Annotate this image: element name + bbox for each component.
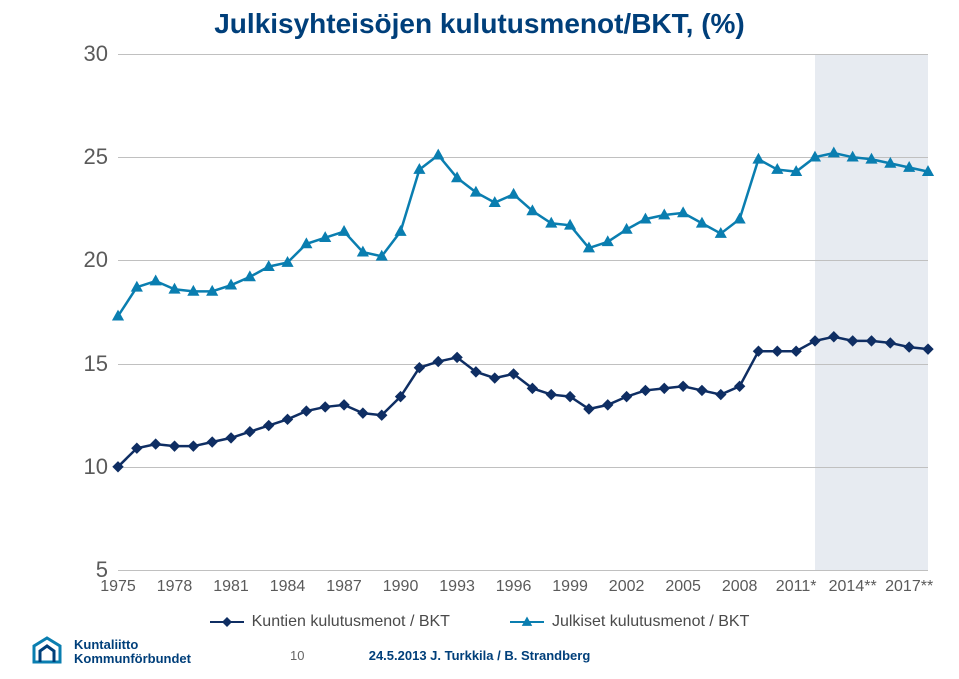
x-tick-label: 2017**: [885, 578, 933, 596]
series-marker-julkiset: [508, 189, 518, 198]
series-marker-kuntien: [226, 433, 236, 443]
footer-footnote: 24.5.2013 J. Turkkila / B. Strandberg: [369, 648, 591, 663]
series-line-julkiset: [118, 153, 928, 316]
y-tick-label: 10: [84, 454, 108, 480]
series-marker-kuntien: [848, 336, 858, 346]
legend-item-kuntien: Kuntien kulutusmenot / BKT: [210, 613, 450, 631]
series-marker-julkiset: [339, 226, 349, 235]
series-marker-julkiset: [603, 236, 613, 245]
series-marker-kuntien: [188, 441, 198, 451]
x-tick-label: 1984: [270, 578, 306, 596]
series-line-kuntien: [118, 337, 928, 467]
series-marker-kuntien: [791, 346, 801, 356]
x-tick-label: 1999: [552, 578, 588, 596]
series-marker-kuntien: [697, 385, 707, 395]
x-tick-label: 2011*: [776, 578, 817, 596]
chart-svg: [118, 54, 928, 570]
series-marker-kuntien: [358, 408, 368, 418]
legend-swatch: [510, 615, 544, 629]
series-marker-julkiset: [433, 150, 443, 159]
x-tick-label: 2002: [609, 578, 645, 596]
series-marker-julkiset: [829, 148, 839, 157]
legend-label: Kuntien kulutusmenot / BKT: [252, 613, 450, 631]
x-tick-label: 2008: [722, 578, 758, 596]
series-marker-kuntien: [640, 385, 650, 395]
series-marker-julkiset: [753, 154, 763, 163]
series-marker-kuntien: [151, 439, 161, 449]
legend-label: Julkiset kulutusmenot / BKT: [552, 613, 749, 631]
series-marker-kuntien: [904, 342, 914, 352]
series-marker-kuntien: [433, 357, 443, 367]
kuntaliitto-logo: Kuntaliitto Kommunförbundet: [30, 635, 191, 669]
x-tick-label: 1987: [326, 578, 362, 596]
page-number: 10: [290, 648, 304, 663]
series-marker-kuntien: [207, 437, 217, 447]
x-tick-label: 1978: [157, 578, 193, 596]
series-marker-kuntien: [490, 373, 500, 383]
page-footer: Kuntaliitto Kommunförbundet 10 24.5.2013…: [0, 639, 959, 669]
series-marker-kuntien: [283, 414, 293, 424]
legend-item-julkiset: Julkiset kulutusmenot / BKT: [510, 613, 749, 631]
series-marker-julkiset: [395, 226, 405, 235]
x-tick-label: 1981: [213, 578, 249, 596]
chart-title: Julkisyhteisöjen kulutusmenot/BKT, (%): [0, 8, 959, 40]
series-marker-kuntien: [753, 346, 763, 356]
series-marker-kuntien: [659, 383, 669, 393]
series-marker-kuntien: [866, 336, 876, 346]
series-marker-kuntien: [829, 332, 839, 342]
series-marker-kuntien: [622, 392, 632, 402]
logo-text-line-2: Kommunförbundet: [74, 652, 191, 666]
series-marker-kuntien: [923, 344, 933, 354]
series-marker-kuntien: [170, 441, 180, 451]
series-marker-kuntien: [603, 400, 613, 410]
series-marker-kuntien: [678, 381, 688, 391]
y-tick-label: 30: [84, 41, 108, 67]
legend-swatch: [210, 615, 244, 629]
logo-icon: [30, 635, 64, 669]
y-tick-label: 15: [84, 351, 108, 377]
series-marker-kuntien: [320, 402, 330, 412]
x-tick-label: 2005: [665, 578, 701, 596]
x-tick-label: 2014**: [829, 578, 877, 596]
series-marker-kuntien: [735, 381, 745, 391]
chart-plot-area: 51015202530 1975197819811984198719901993…: [118, 54, 928, 570]
series-marker-kuntien: [546, 390, 556, 400]
series-marker-kuntien: [245, 427, 255, 437]
series-marker-kuntien: [716, 390, 726, 400]
series-marker-kuntien: [885, 338, 895, 348]
y-tick-label: 20: [84, 247, 108, 273]
series-marker-julkiset: [734, 214, 744, 223]
series-marker-kuntien: [339, 400, 349, 410]
y-tick-label: 25: [84, 144, 108, 170]
logo-text-line-1: Kuntaliitto: [74, 638, 191, 652]
series-marker-kuntien: [772, 346, 782, 356]
x-tick-label: 1993: [439, 578, 475, 596]
chart-legend: Kuntien kulutusmenot / BKT Julkiset kulut…: [0, 613, 959, 631]
series-marker-kuntien: [301, 406, 311, 416]
series-marker-kuntien: [810, 336, 820, 346]
x-tick-label: 1975: [100, 578, 136, 596]
series-marker-julkiset: [150, 276, 160, 285]
x-tick-label: 1990: [383, 578, 419, 596]
series-marker-kuntien: [264, 421, 274, 431]
x-tick-label: 1996: [496, 578, 532, 596]
gridline: [118, 570, 928, 571]
